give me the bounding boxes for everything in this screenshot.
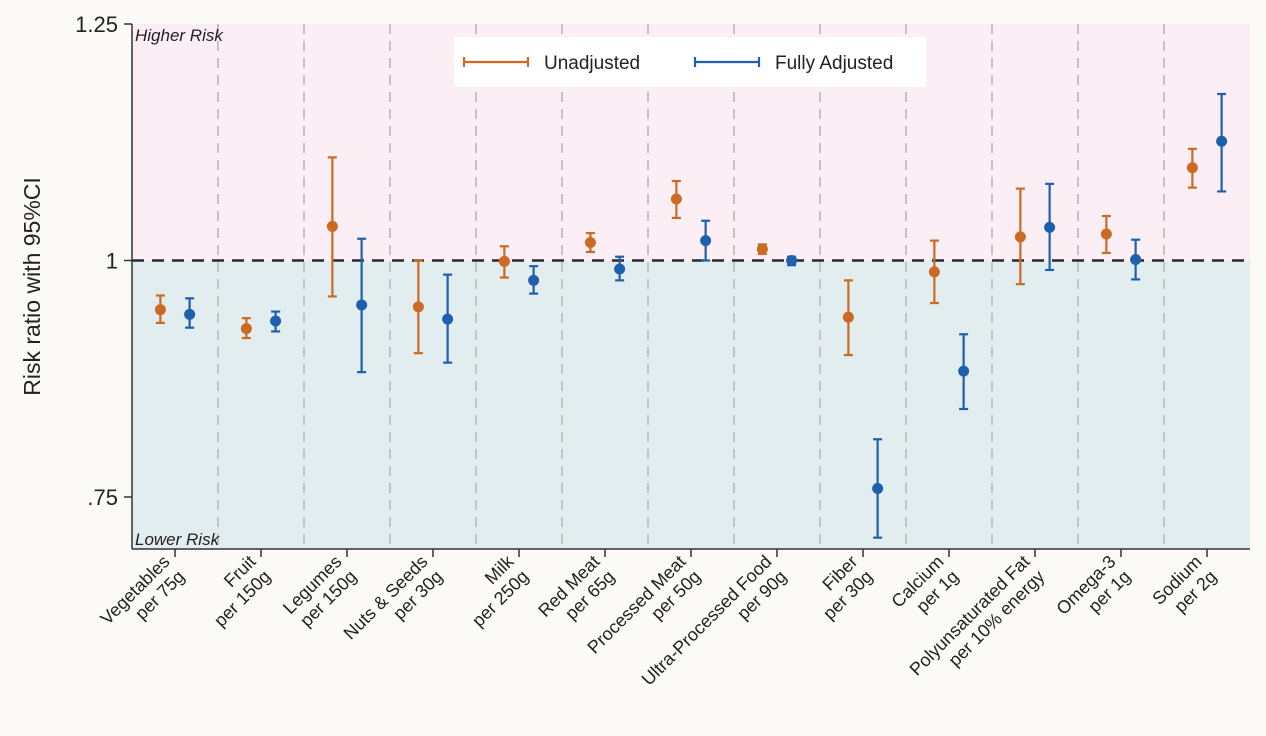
point-estimate <box>928 266 940 278</box>
higher-risk-label: Higher Risk <box>135 26 224 45</box>
x-tick-label: Vegetablesper 75g <box>96 551 188 643</box>
point-estimate <box>584 237 596 249</box>
point-estimate <box>356 299 368 311</box>
point-estimate <box>442 313 454 325</box>
point-estimate <box>1044 221 1056 233</box>
y-tick-label: .75 <box>87 485 118 510</box>
lower-risk-label: Lower Risk <box>135 530 221 549</box>
point-estimate <box>958 365 970 377</box>
y-tick-label: 1 <box>106 248 118 273</box>
point-estimate <box>184 308 196 320</box>
point-estimate <box>498 255 510 267</box>
series-unadjusted <box>154 147 1198 357</box>
x-tick-label: Milkper 250g <box>453 551 533 631</box>
point-estimate <box>700 235 712 247</box>
point-estimate <box>1216 135 1228 147</box>
point-estimate <box>412 301 424 313</box>
x-tick-label: Omega-3per 1g <box>1052 551 1134 633</box>
legend-label: Fully Adjusted <box>775 53 893 74</box>
point-estimate <box>872 482 884 494</box>
x-tick-label: Calciumper 1g <box>887 551 962 626</box>
legend-item-unadjusted: Unadjusted <box>462 53 640 74</box>
plot-background <box>132 24 1250 549</box>
point-estimate <box>1186 162 1198 174</box>
x-tick-label: Sodiumper 2g <box>1148 551 1220 623</box>
point-estimate <box>154 304 166 316</box>
x-axis-ticks: Vegetablesper 75g Fruitper 150g Legumesper… <box>96 549 1220 689</box>
x-tick-label: Fiberper 30g <box>804 551 876 623</box>
point-estimate <box>270 315 282 327</box>
point-estimate <box>326 220 338 232</box>
point-estimate <box>240 323 252 335</box>
point-estimate <box>786 254 798 266</box>
point-estimate <box>1100 228 1112 240</box>
point-estimate <box>614 263 626 275</box>
legend-box <box>454 37 926 87</box>
y-axis-ticks: .75 1 1.25 <box>75 12 132 510</box>
point-estimate <box>528 274 540 286</box>
legend: Unadjusted Fully Adjusted <box>454 37 926 87</box>
series-fully-adjusted <box>184 92 1228 539</box>
y-axis-label: Risk ratio with 95%CI <box>19 177 45 396</box>
legend-item-fully-adjusted: Fully Adjusted <box>693 53 893 74</box>
lower-risk-region <box>132 260 1250 549</box>
x-tick-label: Nuts & Seedsper 30g <box>340 551 447 658</box>
legend-label: Unadjusted <box>544 53 640 74</box>
category-gridlines <box>217 24 1165 549</box>
point-estimate <box>756 243 768 255</box>
x-tick-label: Fruitper 150g <box>195 551 274 630</box>
point-estimate <box>842 311 854 323</box>
point-estimate <box>1014 231 1026 243</box>
point-estimate <box>670 193 682 205</box>
data-series <box>154 92 1228 539</box>
point-estimate <box>1130 254 1142 266</box>
y-tick-label: 1.25 <box>75 12 118 37</box>
